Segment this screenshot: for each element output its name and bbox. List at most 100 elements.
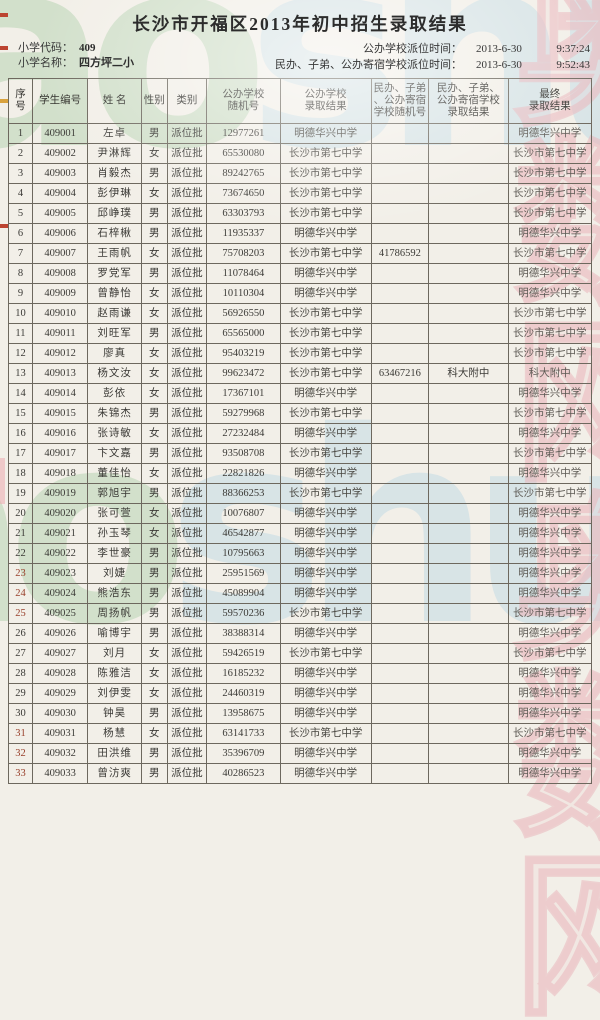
- school-code-label: 小学代码：: [18, 42, 73, 54]
- cell-gender: 女: [140, 343, 168, 364]
- school-name-line: 小学名称： 四方坪二小: [18, 56, 134, 71]
- table-row: 17 409017 卞文嘉男派位批 93508708 长沙市第七中学 长沙市第七中学: [8, 443, 593, 464]
- public-placement-time-label: 公办学校派位时间：: [363, 43, 462, 55]
- cell-public-result: 明德华兴中学: [279, 583, 372, 604]
- cell-public-result: 长沙市第七中学: [279, 243, 372, 264]
- cell-category: 派位批: [166, 623, 208, 644]
- cell-final-result: 长沙市第七中学: [507, 603, 593, 624]
- cell-category: 派位批: [166, 183, 208, 204]
- cell-category: 派位批: [166, 263, 208, 284]
- cell-private-result: [428, 503, 509, 524]
- cell-seq: 12: [8, 343, 33, 364]
- cell-public-result: 长沙市第七中学: [279, 203, 372, 224]
- cell-name: 曾静怡: [87, 283, 142, 304]
- table-row: 8 409008 罗党军男派位批 11078464 明德华兴中学 明德华兴中学: [8, 263, 593, 284]
- cell-name: 董佳怡: [87, 463, 142, 484]
- cell-private-result: [428, 483, 509, 504]
- cell-seq: 2: [8, 143, 33, 164]
- cell-seq: 16: [8, 423, 33, 444]
- cell-gender: 女: [140, 523, 168, 544]
- cell-private-random: [370, 483, 430, 504]
- cell-final-result: 长沙市第七中学: [507, 183, 593, 204]
- cell-final-result: 明德华兴中学: [507, 703, 593, 724]
- table-row: 22 409022 李世豪男派位批 10795663 明德华兴中学 明德华兴中学: [8, 543, 593, 564]
- cell-public-result: 明德华兴中学: [279, 683, 372, 704]
- cell-student-id: 409025: [31, 603, 89, 624]
- cell-public-result: 明德华兴中学: [279, 563, 372, 584]
- cell-private-random: [370, 463, 430, 484]
- cell-private-result: [428, 283, 509, 304]
- cell-gender: 男: [140, 583, 168, 604]
- cell-category: 派位批: [166, 643, 208, 664]
- table-row: 11 409011 刘旺军男派位批 65565000 长沙市第七中学 长沙市第七中学: [8, 323, 593, 344]
- cell-name: 尹淋辉: [87, 143, 142, 164]
- cell-public-result: 长沙市第七中学: [279, 143, 372, 164]
- cell-name: 左卓: [87, 123, 142, 144]
- table-row: 24 409024 熊浩东男派位批 45089904 明德华兴中学 明德华兴中学: [8, 583, 593, 604]
- cell-category: 派位批: [166, 323, 208, 344]
- table-row: 12 409012 廖真女派位批 95403219 长沙市第七中学 长沙市第七中学: [8, 343, 593, 364]
- cell-name: 朱锦杰: [87, 403, 142, 424]
- cell-seq: 28: [8, 663, 33, 684]
- cell-name: 孙玉琴: [87, 523, 142, 544]
- cell-private-result: [428, 263, 509, 284]
- cell-name: 陈雅洁: [87, 663, 142, 684]
- cell-private-random: [370, 743, 430, 764]
- cell-category: 派位批: [166, 423, 208, 444]
- cell-private-random: [370, 183, 430, 204]
- table-row: 21 409021 孙玉琴女派位批 46542877 明德华兴中学 明德华兴中学: [8, 523, 593, 544]
- cell-student-id: 409021: [31, 523, 89, 544]
- cell-final-result: 明德华兴中学: [507, 123, 593, 144]
- cell-name: 王雨帆: [87, 243, 142, 264]
- cell-public-result: 长沙市第七中学: [279, 723, 372, 744]
- cell-category: 派位批: [166, 343, 208, 364]
- cell-public-random: 99623472: [206, 363, 281, 384]
- cell-seq: 8: [8, 263, 33, 284]
- cell-private-random: [370, 723, 430, 744]
- cell-gender: 男: [140, 323, 168, 344]
- cell-public-random: 10076807: [206, 503, 281, 524]
- cell-gender: 女: [140, 663, 168, 684]
- cell-public-random: 16185232: [206, 663, 281, 684]
- cell-seq: 7: [8, 243, 33, 264]
- cell-name: 熊浩东: [87, 583, 142, 604]
- cell-seq: 29: [8, 683, 33, 704]
- cell-name: 周扬帆: [87, 603, 142, 624]
- cell-public-random: 17367101: [206, 383, 281, 404]
- cell-public-random: 56926550: [206, 303, 281, 324]
- cell-category: 派位批: [166, 603, 208, 624]
- table-row: 3 409003 肖毅杰男派位批 89242765 长沙市第七中学 长沙市第七中学: [8, 163, 593, 184]
- cell-final-result: 明德华兴中学: [507, 543, 593, 564]
- cell-public-random: 75708203: [206, 243, 281, 264]
- cell-private-result: [428, 663, 509, 684]
- cell-public-random: 93508708: [206, 443, 281, 464]
- cell-name: 杨慧: [87, 723, 142, 744]
- table-row: 1 409001 左卓男派位批 12977261 明德华兴中学 明德华兴中学: [8, 123, 593, 144]
- cell-private-random: [370, 583, 430, 604]
- cell-private-random: [370, 323, 430, 344]
- column-header-private-result: 民办、子弟、 公办寄宿学校 录取结果: [428, 78, 509, 124]
- cell-student-id: 409007: [31, 243, 89, 264]
- cell-public-random: 65530080: [206, 143, 281, 164]
- cell-gender: 女: [140, 383, 168, 404]
- private-placement-time-line: 民办、子弟、公办寄宿学校派位时间： 2013-6-30 9:52:43: [275, 57, 590, 73]
- cell-category: 派位批: [166, 483, 208, 504]
- cell-category: 派位批: [166, 743, 208, 764]
- cell-private-result: [428, 223, 509, 244]
- cell-public-result: 长沙市第七中学: [279, 403, 372, 424]
- cell-seq: 15: [8, 403, 33, 424]
- cell-private-random: [370, 643, 430, 664]
- cell-seq: 21: [8, 523, 33, 544]
- cell-seq: 25: [8, 603, 33, 624]
- cell-final-result: 明德华兴中学: [507, 763, 593, 784]
- cell-gender: 男: [140, 203, 168, 224]
- cell-private-result: [428, 183, 509, 204]
- cell-student-id: 409033: [31, 763, 89, 784]
- cell-gender: 女: [140, 683, 168, 704]
- cell-name: 钟昊: [87, 703, 142, 724]
- cell-public-random: 38388314: [206, 623, 281, 644]
- cell-category: 派位批: [166, 383, 208, 404]
- cell-seq: 10: [8, 303, 33, 324]
- cell-private-random: [370, 503, 430, 524]
- cell-name: 张可萱: [87, 503, 142, 524]
